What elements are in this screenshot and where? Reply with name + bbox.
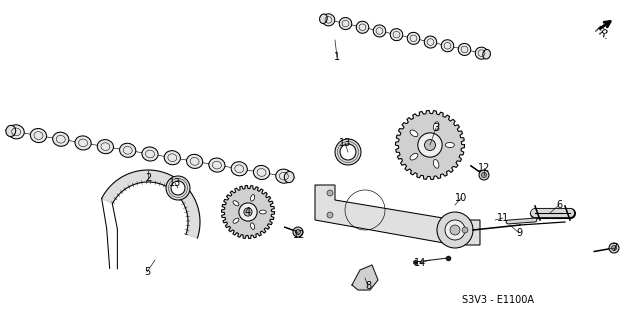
Text: 8: 8 xyxy=(365,281,371,291)
Ellipse shape xyxy=(356,21,369,33)
Ellipse shape xyxy=(424,36,436,48)
Circle shape xyxy=(171,181,185,195)
Ellipse shape xyxy=(433,122,439,131)
Circle shape xyxy=(327,212,333,218)
Ellipse shape xyxy=(164,151,180,165)
Ellipse shape xyxy=(339,18,352,29)
Circle shape xyxy=(437,212,473,248)
Ellipse shape xyxy=(476,47,488,59)
Ellipse shape xyxy=(250,195,255,201)
Text: 7: 7 xyxy=(611,243,617,253)
Ellipse shape xyxy=(120,143,136,157)
Circle shape xyxy=(479,170,489,180)
Circle shape xyxy=(293,227,303,237)
Circle shape xyxy=(450,225,460,235)
Ellipse shape xyxy=(276,169,292,183)
Ellipse shape xyxy=(483,50,490,59)
Text: 12: 12 xyxy=(293,230,305,240)
Ellipse shape xyxy=(407,32,420,44)
Polygon shape xyxy=(221,186,275,238)
Circle shape xyxy=(244,208,252,216)
Ellipse shape xyxy=(142,147,158,161)
Ellipse shape xyxy=(8,125,24,139)
Circle shape xyxy=(239,203,257,221)
Ellipse shape xyxy=(6,125,16,137)
Ellipse shape xyxy=(233,218,239,223)
Polygon shape xyxy=(315,185,480,245)
Polygon shape xyxy=(352,265,378,290)
Text: 13: 13 xyxy=(339,138,351,148)
Ellipse shape xyxy=(30,129,47,143)
Ellipse shape xyxy=(319,14,327,23)
Ellipse shape xyxy=(97,140,113,154)
Ellipse shape xyxy=(284,172,294,183)
Ellipse shape xyxy=(52,132,69,146)
Ellipse shape xyxy=(410,130,418,137)
Text: 12: 12 xyxy=(478,163,490,173)
Text: 14: 14 xyxy=(414,258,426,268)
Ellipse shape xyxy=(390,28,403,41)
Polygon shape xyxy=(102,170,200,238)
Circle shape xyxy=(335,139,361,165)
Ellipse shape xyxy=(75,136,91,150)
Circle shape xyxy=(462,227,468,233)
Text: FR.: FR. xyxy=(593,24,612,42)
Text: 6: 6 xyxy=(556,200,562,210)
Ellipse shape xyxy=(231,162,247,176)
Ellipse shape xyxy=(441,40,454,52)
Text: 5: 5 xyxy=(144,267,150,277)
Text: 9: 9 xyxy=(516,228,522,238)
Ellipse shape xyxy=(253,165,269,180)
Circle shape xyxy=(481,172,486,178)
Circle shape xyxy=(424,140,435,150)
Polygon shape xyxy=(396,110,465,180)
Text: 4: 4 xyxy=(245,207,251,217)
Circle shape xyxy=(418,133,442,157)
Ellipse shape xyxy=(458,44,471,55)
Circle shape xyxy=(296,229,301,235)
Circle shape xyxy=(327,190,333,196)
Text: 10: 10 xyxy=(455,193,467,203)
Circle shape xyxy=(445,220,465,240)
Circle shape xyxy=(611,245,616,251)
Ellipse shape xyxy=(209,158,225,172)
Text: 11: 11 xyxy=(497,213,509,223)
Text: 13: 13 xyxy=(169,178,181,188)
Ellipse shape xyxy=(373,25,386,37)
Ellipse shape xyxy=(186,154,203,168)
Ellipse shape xyxy=(260,210,266,214)
Ellipse shape xyxy=(250,223,255,229)
Ellipse shape xyxy=(323,14,335,26)
Text: 2: 2 xyxy=(145,173,151,183)
Text: 3: 3 xyxy=(433,123,439,133)
Ellipse shape xyxy=(433,160,439,168)
Text: 1: 1 xyxy=(334,52,340,62)
Ellipse shape xyxy=(445,142,454,148)
Ellipse shape xyxy=(410,153,418,160)
Circle shape xyxy=(166,176,190,200)
Text: S3V3 - E1100A: S3V3 - E1100A xyxy=(462,295,534,305)
Circle shape xyxy=(340,144,356,160)
Ellipse shape xyxy=(233,201,239,206)
Circle shape xyxy=(609,243,619,253)
